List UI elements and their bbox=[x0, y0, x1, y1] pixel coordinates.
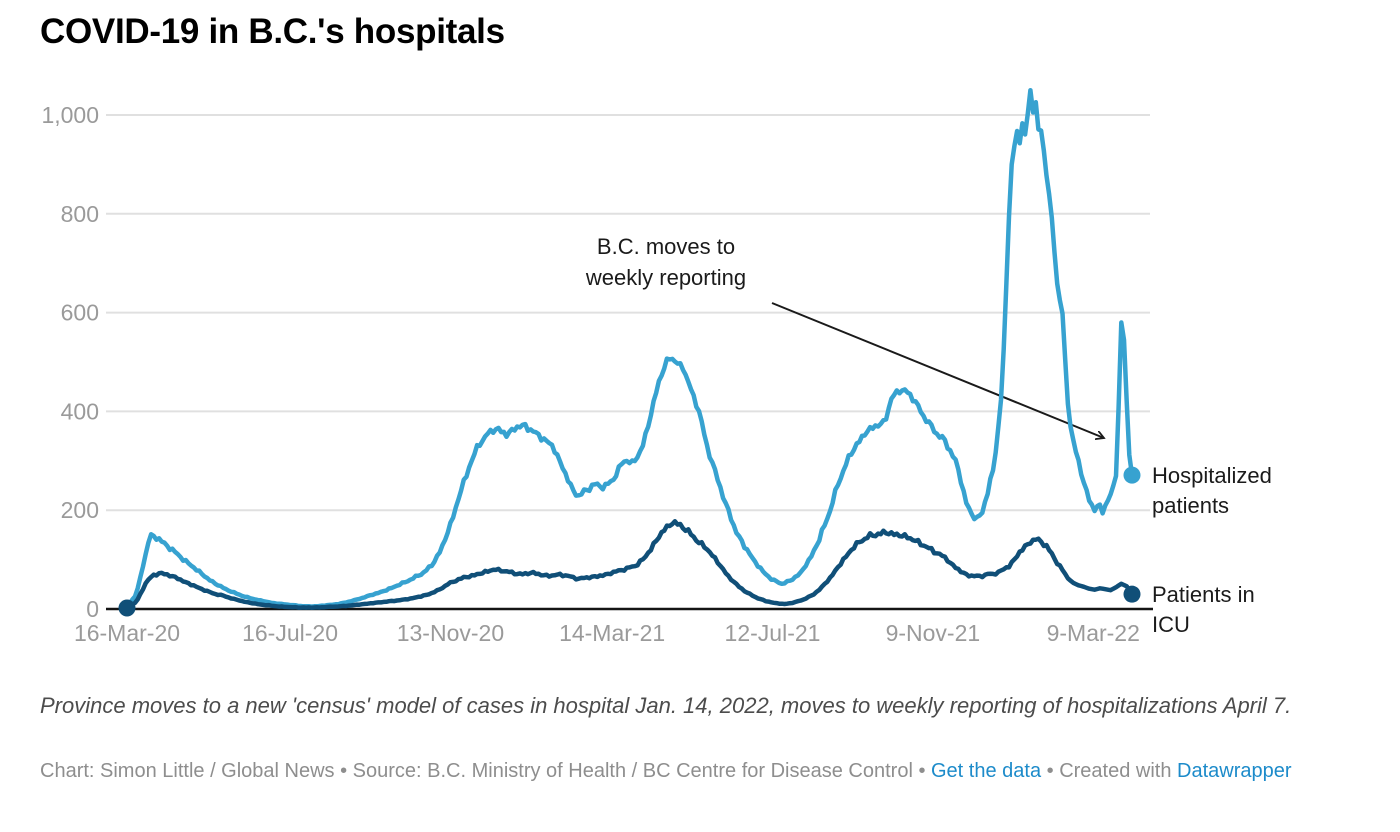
x-tick-label: 16-Mar-20 bbox=[74, 620, 180, 646]
x-tick-label: 9-Nov-21 bbox=[886, 620, 981, 646]
series-label-icu-line-1: Patients in bbox=[1152, 582, 1255, 607]
x-tick-label: 16-Jul-20 bbox=[242, 620, 338, 646]
datawrapper-link[interactable]: Datawrapper bbox=[1177, 760, 1292, 782]
y-tick-label: 1,000 bbox=[41, 102, 99, 128]
x-tick-label: 14-Mar-21 bbox=[559, 620, 665, 646]
annotation-arrow-group bbox=[771, 302, 1104, 438]
series-label-icu-line-2: ICU bbox=[1152, 612, 1190, 637]
chart-notes: Province moves to a new 'census' model o… bbox=[40, 693, 1292, 718]
y-tick-label: 400 bbox=[61, 398, 99, 424]
series-label-hospitalized-line-1: Hospitalized bbox=[1152, 463, 1272, 488]
series-end-dot-icu bbox=[1123, 585, 1141, 603]
annotation-line-1: B.C. moves to bbox=[596, 234, 736, 259]
series-lines-group bbox=[118, 87, 1141, 617]
series-label-icu: Patients in ICU bbox=[1152, 580, 1255, 640]
y-tick-label: 0 bbox=[86, 596, 99, 622]
chart-title: COVID-19 in B.C.'s hospitals bbox=[40, 12, 505, 51]
series-end-dot-hospitalized bbox=[1123, 466, 1141, 484]
annotation-arrow bbox=[771, 302, 1104, 438]
annotation-line-2: weekly reporting bbox=[585, 265, 747, 290]
x-tick-label: 9-Mar-22 bbox=[1047, 620, 1140, 646]
x-tick-label: 12-Jul-21 bbox=[725, 620, 821, 646]
get-the-data-link[interactable]: Get the data bbox=[931, 760, 1042, 782]
series-line-icu bbox=[124, 519, 1135, 611]
tick-labels-group: 0 200 400 600 800 1,000 16-Mar-20 16-Jul-20 13-N… bbox=[41, 102, 1139, 646]
y-tick-label: 600 bbox=[61, 300, 99, 326]
series-label-hospitalized-line-2: patients bbox=[1152, 493, 1230, 518]
annotation-text: B.C. moves to weekly reporting bbox=[540, 231, 792, 293]
series-start-dot bbox=[118, 599, 136, 617]
series-line-hospitalized bbox=[124, 87, 1135, 610]
credits-created-with: • Created with bbox=[1041, 760, 1178, 782]
series-label-hospitalized: Hospitalized patients bbox=[1152, 461, 1272, 521]
gridlines-group bbox=[106, 114, 1153, 611]
x-tick-label: 13-Nov-20 bbox=[397, 620, 504, 646]
credits-text: Chart: Simon Little / Global News • Sour… bbox=[40, 760, 931, 782]
y-tick-label: 800 bbox=[61, 201, 99, 227]
y-tick-label: 200 bbox=[61, 497, 99, 523]
chart-credits: Chart: Simon Little / Global News • Sour… bbox=[40, 757, 1302, 785]
